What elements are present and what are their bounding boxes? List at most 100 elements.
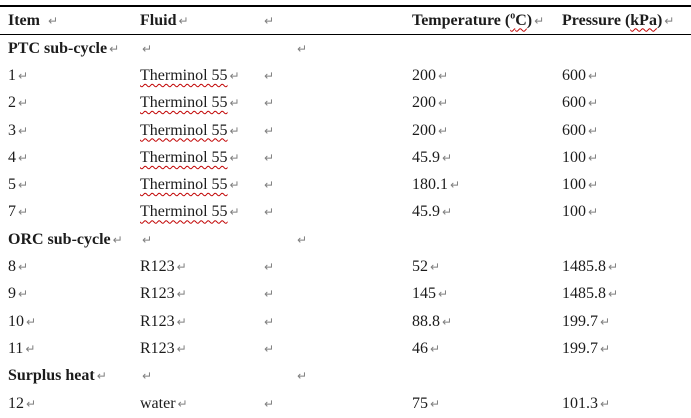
end-of-cell-mark: ↵ [438, 96, 449, 111]
header-item-label: Item [8, 11, 40, 29]
end-of-cell-mark: ↵ [18, 287, 29, 302]
end-of-cell-mark: ↵ [264, 287, 275, 302]
end-of-cell-mark: ↵ [109, 41, 120, 56]
item-number: 7 [8, 203, 16, 221]
header-fluid-label: Fluid [140, 11, 177, 29]
end-of-cell-mark: ↵ [176, 287, 187, 302]
fluid-name: R123 [140, 285, 175, 303]
pressure-value: 100 [562, 148, 586, 166]
end-of-cell-mark: ↵ [142, 232, 153, 247]
temperature-cell: 180.1 ↵ [410, 176, 560, 194]
fluid-cell: R123 ↵ [140, 313, 250, 331]
temperature-cell: 88.8 ↵ [410, 313, 560, 331]
end-of-cell-mark: ↵ [18, 123, 29, 138]
end-of-cell-mark: ↵ [18, 178, 29, 193]
pressure-cell: 100 ↵ [560, 149, 691, 167]
end-of-cell-mark: ↵ [264, 341, 275, 356]
end-of-cell-mark: ↵ [264, 13, 275, 28]
end-of-cell-mark: ↵ [588, 96, 599, 111]
temperature-value: 46 [412, 339, 428, 357]
end-of-cell-mark: ↵ [142, 369, 153, 384]
end-of-cell-mark: ↵ [264, 205, 275, 220]
pressure-value: 600 [562, 94, 586, 112]
spacer-cell: ↵ [250, 203, 410, 221]
spacer-cell: ↵ [250, 231, 410, 249]
fluid-cell: Therminol 55 ↵ [140, 149, 250, 167]
end-of-cell-mark: ↵ [176, 260, 187, 275]
section-title-cell: ORC sub-cycle ↵ [0, 231, 140, 249]
pressure-cell: 1485.8 ↵ [560, 285, 691, 303]
item-cell: 5 ↵ [0, 176, 140, 194]
end-of-cell-mark: ↵ [438, 68, 449, 83]
fluid-cell: ↵ [140, 231, 250, 249]
section-header-row: Surplus heat ↵ ↵ ↵ [0, 363, 691, 390]
item-cell: 9 ↵ [0, 285, 140, 303]
temperature-cell: 200 ↵ [410, 94, 560, 112]
temperature-unit-letter: C [515, 11, 527, 29]
end-of-cell-mark: ↵ [96, 369, 107, 384]
end-of-cell-mark: ↵ [588, 178, 599, 193]
temperature-cell: 75 ↵ [410, 395, 560, 413]
item-cell: 7 ↵ [0, 203, 140, 221]
table-row: 9 ↵ R123 ↵ ↵ 145 ↵ 1485.8 ↵ [0, 281, 691, 308]
temperature-cell: 145 ↵ [410, 285, 560, 303]
temperature-value: 200 [412, 94, 436, 112]
end-of-cell-mark: ↵ [450, 178, 461, 193]
item-number: 11 [8, 339, 24, 357]
end-of-cell-mark: ↵ [264, 150, 275, 165]
section-title: ORC sub-cycle [8, 230, 111, 248]
spacer-cell: ↵ [250, 395, 410, 413]
end-of-cell-mark: ↵ [438, 123, 449, 138]
pressure-cell: 1485.8 ↵ [560, 258, 691, 276]
spacer-cell: ↵ [250, 176, 410, 194]
end-of-cell-mark: ↵ [264, 314, 275, 329]
item-number: 4 [8, 148, 16, 166]
end-of-cell-mark: ↵ [264, 68, 275, 83]
temperature-cell: 52 ↵ [410, 258, 560, 276]
spacer-cell: ↵ [250, 149, 410, 167]
end-of-cell-mark: ↵ [47, 13, 59, 28]
end-of-cell-mark: ↵ [18, 96, 29, 111]
pressure-value: 199.7 [562, 312, 598, 330]
header-spacer-cell: ↵ [250, 12, 410, 30]
end-of-cell-mark: ↵ [18, 68, 29, 83]
pressure-cell: 100 ↵ [560, 203, 691, 221]
table-row: 5 ↵ Therminol 55 ↵ ↵ 180.1 ↵ 100 ↵ [0, 171, 691, 198]
item-cell: 12 ↵ [0, 395, 140, 413]
table-row: 1 ↵ Therminol 55 ↵ ↵ 200 ↵ 600 ↵ [0, 62, 691, 89]
spacer-cell: ↵ [250, 67, 410, 85]
temperature-value: 52 [412, 258, 428, 276]
table-header-row: Item ↵ Fluid ↵ ↵ Temperature (oC) ↵ Pressur… [0, 7, 691, 35]
fluid-cell: R123 ↵ [140, 340, 250, 358]
table-row: 10 ↵ R123 ↵ ↵ 88.8 ↵ 199.7 ↵ [0, 308, 691, 335]
item-cell: 4 ↵ [0, 149, 140, 167]
end-of-cell-mark: ↵ [438, 287, 449, 302]
fluid-cell: Therminol 55 ↵ [140, 122, 250, 140]
temperature-value: 200 [412, 121, 436, 139]
pressure-cell: 101.3 ↵ [560, 395, 691, 413]
temperature-cell: 45.9 ↵ [410, 149, 560, 167]
end-of-cell-mark: ↵ [177, 396, 188, 411]
end-of-cell-mark: ↵ [229, 123, 240, 138]
fluid-name: water [140, 394, 176, 412]
end-of-cell-mark: ↵ [25, 341, 36, 356]
end-of-cell-mark: ↵ [264, 396, 275, 411]
item-number: 2 [8, 94, 16, 112]
end-of-cell-mark: ↵ [178, 13, 189, 28]
end-of-cell-mark: ↵ [588, 68, 599, 83]
fluid-name: Therminol 55 [140, 203, 228, 221]
header-temperature-label: Temperature ( [412, 11, 511, 29]
end-of-cell-mark: ↵ [264, 123, 275, 138]
item-number: 12 [8, 394, 24, 412]
temperature-value: 88.8 [412, 312, 440, 330]
header-pressure-label: Pressure ( [562, 11, 631, 29]
end-of-cell-mark: ↵ [229, 96, 240, 111]
spacer-cell: ↵ [250, 258, 410, 276]
end-of-cell-mark: ↵ [176, 341, 187, 356]
item-cell: 2 ↵ [0, 94, 140, 112]
temperature-value: 180.1 [412, 176, 448, 194]
spacer-cell: ↵ [250, 285, 410, 303]
end-of-cell-mark: ↵ [229, 68, 240, 83]
header-fluid-cell: Fluid ↵ [140, 12, 250, 30]
